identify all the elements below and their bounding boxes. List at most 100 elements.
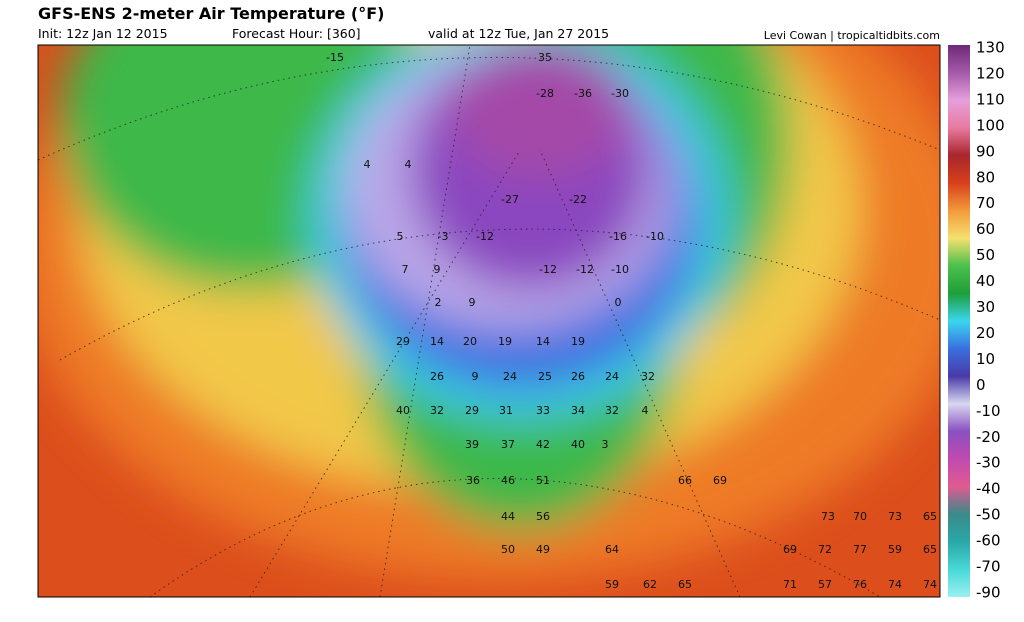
temperature-label: 14 — [536, 335, 550, 348]
colorbar-label: 110 — [976, 90, 1005, 108]
temperature-label: 32 — [605, 404, 619, 417]
temperature-label: -10 — [646, 230, 664, 243]
temperature-label: 49 — [536, 543, 550, 556]
temperature-label: 35 — [538, 51, 552, 64]
temperature-label: 0 — [615, 296, 622, 309]
colorbar-label: -70 — [976, 558, 1001, 576]
temperature-label: 59 — [605, 578, 619, 591]
temperature-label: 7 — [402, 263, 409, 276]
temperature-label: 74 — [923, 578, 937, 591]
temperature-label: 34 — [571, 404, 585, 417]
colorbar-label: 40 — [976, 272, 995, 290]
credit: Levi Cowan | tropicaltidbits.com — [764, 29, 940, 42]
temperature-label: -36 — [574, 87, 592, 100]
temperature-label: 77 — [853, 543, 867, 556]
temperature-label: 5 — [397, 230, 404, 243]
temperature-label: 62 — [643, 578, 657, 591]
temperature-label: 19 — [498, 335, 512, 348]
colorbar-label: 50 — [976, 246, 995, 264]
colorbar-label: -10 — [976, 402, 1001, 420]
temperature-label: 4 — [405, 158, 412, 171]
temperature-label: 36 — [466, 474, 480, 487]
temperature-label: 56 — [536, 510, 550, 523]
temperature-label: 24 — [503, 370, 517, 383]
temperature-label: 70 — [853, 510, 867, 523]
title: GFS-ENS 2-meter Air Temperature (°F) — [38, 4, 384, 23]
colorbar-label: -60 — [976, 532, 1001, 550]
temperature-label: 71 — [783, 578, 797, 591]
colorbar-label: 130 — [976, 39, 1005, 57]
temperature-label: 31 — [499, 404, 513, 417]
temperature-label: 26 — [430, 370, 444, 383]
temperature-label: 73 — [888, 510, 902, 523]
colorbar-label: 30 — [976, 298, 995, 316]
temperature-label: 4 — [364, 158, 371, 171]
temperature-label: 72 — [818, 543, 832, 556]
temperature-label: 69 — [783, 543, 797, 556]
temperature-label: 40 — [396, 404, 410, 417]
temperature-label: 29 — [396, 335, 410, 348]
colorbar-label: 0 — [976, 376, 986, 394]
temperature-label: 65 — [923, 543, 937, 556]
colorbar — [948, 45, 970, 597]
temperature-field — [38, 45, 940, 597]
temperature-label: 51 — [536, 474, 550, 487]
temperature-label: 37 — [501, 438, 515, 451]
temperature-label: -10 — [611, 263, 629, 276]
colorbar-label: 80 — [976, 168, 995, 186]
temperature-label: -22 — [569, 193, 587, 206]
temperature-label: 65 — [678, 578, 692, 591]
init-time: Init: 12z Jan 12 2015 — [38, 26, 168, 41]
temperature-label: 24 — [605, 370, 619, 383]
temperature-label: 20 — [463, 335, 477, 348]
temperature-label: 4 — [642, 404, 649, 417]
temperature-label: 2 — [435, 296, 442, 309]
temperature-label: -28 — [536, 87, 554, 100]
temperature-label: 66 — [678, 474, 692, 487]
colorbar-label: -30 — [976, 454, 1001, 472]
temperature-label: 33 — [536, 404, 550, 417]
temperature-label: 44 — [501, 510, 515, 523]
forecast-hour: Forecast Hour: [360] — [232, 26, 361, 41]
temperature-label: -12 — [476, 230, 494, 243]
temperature-label: 32 — [641, 370, 655, 383]
colorbar-label: -20 — [976, 428, 1001, 446]
temperature-label: 46 — [501, 474, 515, 487]
temperature-label: 26 — [571, 370, 585, 383]
colorbar-label: -40 — [976, 480, 1001, 498]
colorbar-label: 90 — [976, 142, 995, 160]
colorbar-label: 120 — [976, 64, 1005, 82]
temperature-label: 19 — [571, 335, 585, 348]
temperature-label: -27 — [501, 193, 519, 206]
valid-time: valid at 12z Tue, Jan 27 2015 — [428, 26, 609, 41]
temperature-label: 76 — [853, 578, 867, 591]
temperature-label: 74 — [888, 578, 902, 591]
temperature-label: 29 — [465, 404, 479, 417]
colorbar-label: 100 — [976, 116, 1005, 134]
temperature-label: -12 — [539, 263, 557, 276]
temperature-label: 50 — [501, 543, 515, 556]
temperature-label: 9 — [434, 263, 441, 276]
temperature-label: 9 — [472, 370, 479, 383]
temperature-label: 73 — [821, 510, 835, 523]
colorbar-label: 20 — [976, 324, 995, 342]
temperature-label: -30 — [611, 87, 629, 100]
colorbar-label: 70 — [976, 194, 995, 212]
temperature-label: 14 — [430, 335, 444, 348]
temperature-label: -16 — [609, 230, 627, 243]
colorbar-label: 10 — [976, 350, 995, 368]
temperature-label: 3 — [602, 438, 609, 451]
temperature-label: 57 — [818, 578, 832, 591]
colorbar-label: -50 — [976, 506, 1001, 524]
colorbar-label: 60 — [976, 220, 995, 238]
temperature-label: -3 — [438, 230, 449, 243]
temperature-label: -15 — [326, 51, 344, 64]
temperature-label: 39 — [465, 438, 479, 451]
temperature-label: 65 — [923, 510, 937, 523]
temperature-label: 42 — [536, 438, 550, 451]
temperature-label: 69 — [713, 474, 727, 487]
temperature-label: 9 — [469, 296, 476, 309]
temperature-label: 25 — [538, 370, 552, 383]
